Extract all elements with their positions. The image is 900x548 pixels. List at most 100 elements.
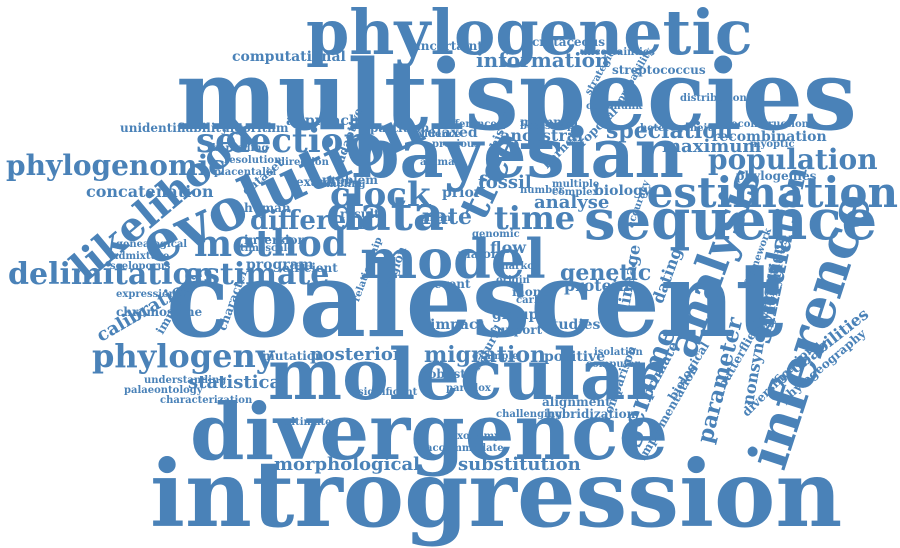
word-selection: selection bbox=[196, 121, 369, 161]
word-genetic: genetic bbox=[560, 260, 652, 286]
word-chromosome: chromosome bbox=[116, 305, 203, 319]
word-sampling: sampling bbox=[314, 179, 366, 190]
word-ancestral: ancestral bbox=[500, 126, 584, 145]
word-monte: monte bbox=[512, 285, 555, 299]
word-rate: rate bbox=[422, 204, 473, 230]
word-cretaceous: cretaceous bbox=[532, 35, 606, 49]
word-significant: significant bbox=[358, 387, 418, 398]
word-expression: expression bbox=[116, 289, 176, 300]
word-sequence: sequence bbox=[584, 187, 878, 253]
word-hybridization: hybridization bbox=[546, 407, 636, 421]
word-previous: previous bbox=[432, 139, 480, 150]
word-group: group bbox=[492, 307, 539, 323]
word-major: major bbox=[458, 247, 498, 261]
word-biology: biology bbox=[594, 183, 652, 199]
word-speciation: speciation bbox=[606, 118, 733, 144]
word-model: model bbox=[360, 227, 546, 291]
word-estimation: estimation bbox=[646, 168, 898, 217]
word-robust: robust bbox=[422, 367, 466, 381]
word-prior: prior bbox=[442, 185, 482, 201]
word-origin: origin bbox=[496, 275, 530, 286]
word-program: program bbox=[246, 257, 314, 273]
word-phylogenomic: phylogenomic bbox=[6, 149, 226, 182]
word-number: number bbox=[520, 185, 564, 196]
word-phylogenies: phylogenies bbox=[736, 169, 817, 183]
word-computer: computer bbox=[586, 359, 640, 370]
word-analyse: analyse bbox=[534, 192, 610, 213]
word-paradox: paradox bbox=[446, 383, 491, 394]
word-data: data bbox=[326, 186, 444, 242]
word-placentalia: placentalia bbox=[214, 167, 277, 178]
word-algorithm: algorithm bbox=[222, 121, 289, 135]
word-flow: flow bbox=[490, 238, 527, 257]
word-animal: animal bbox=[420, 157, 459, 168]
word-clock: clock bbox=[330, 175, 431, 215]
word-efficient: efficient bbox=[282, 261, 338, 275]
word-concatenation: concatenation bbox=[86, 182, 214, 201]
word-recombination: recombination bbox=[712, 129, 827, 145]
word-phylogenetic: phylogenetic bbox=[306, 0, 753, 69]
word-challenging: challenging bbox=[496, 409, 563, 420]
word-reconstruction: reconstruction bbox=[726, 119, 809, 130]
word-result: result bbox=[340, 207, 380, 221]
word-difference: difference bbox=[440, 119, 497, 130]
word-support: support bbox=[490, 323, 543, 337]
word-alignment: alignment bbox=[542, 395, 611, 409]
word-timescale: timescale bbox=[240, 243, 294, 254]
word-resolution: resolution bbox=[224, 155, 282, 166]
word-delimitation: delimitation bbox=[8, 257, 215, 292]
word-population: population bbox=[708, 143, 878, 176]
word-taxonomy: taxonomy bbox=[446, 431, 501, 442]
word-chain: chain bbox=[420, 213, 451, 224]
word-fossil: fossil bbox=[478, 172, 532, 193]
word-maximum: maximum bbox=[662, 136, 762, 157]
word-heterogeneity: heterogeneity bbox=[640, 123, 718, 134]
word-complex: complex bbox=[552, 187, 599, 198]
word-studies: studies bbox=[544, 317, 601, 333]
word-palaeontology: palaeontology bbox=[124, 385, 203, 396]
word-phylogeny: phylogeny bbox=[92, 337, 275, 375]
word-genomic: genomic bbox=[472, 229, 520, 240]
word-multispecies: multispecies bbox=[176, 39, 857, 152]
word-positive: positive bbox=[544, 349, 606, 365]
word-distribution: distribution bbox=[680, 93, 747, 104]
word-computational: computational bbox=[232, 49, 346, 65]
word-human: human bbox=[244, 201, 291, 215]
word-direction: direction bbox=[278, 157, 329, 168]
word-posterior: posterior bbox=[310, 344, 403, 365]
word-mutation: mutation bbox=[262, 349, 324, 363]
word-multiple: multiple bbox=[552, 179, 600, 190]
word-inversion: inversion bbox=[244, 233, 307, 247]
word-isolation: isolation bbox=[594, 347, 643, 358]
word-examine: examine bbox=[296, 175, 353, 189]
word-substitution: substitution bbox=[458, 454, 581, 475]
word-partition: partition bbox=[370, 121, 430, 135]
word-event: event bbox=[434, 277, 471, 291]
word-accommodate: accommodate bbox=[426, 443, 504, 454]
word-time: time bbox=[494, 199, 576, 237]
word-markov: markov bbox=[498, 261, 540, 272]
word-problem: problem bbox=[322, 173, 378, 187]
word-protein: protein bbox=[564, 276, 630, 295]
word-different: different bbox=[250, 206, 378, 236]
word-mammal: mammal bbox=[520, 115, 579, 129]
word-divergence: divergence bbox=[190, 387, 669, 478]
word-morphological: morphological bbox=[274, 454, 420, 475]
word-uncertainties: uncertainties bbox=[580, 47, 655, 58]
word-approach: approach bbox=[286, 113, 360, 129]
word-information: information bbox=[476, 48, 610, 72]
word-example: example bbox=[472, 351, 519, 362]
word-chipmunk: chipmunk bbox=[586, 101, 643, 112]
word-streptococcus: streptococcus bbox=[612, 63, 706, 77]
word-understanding: understanding bbox=[144, 375, 227, 386]
word-genealogical: genealogical bbox=[116, 239, 188, 250]
word-coalescent: coalescent bbox=[166, 238, 784, 361]
word-characterization: characterization bbox=[160, 395, 253, 406]
word-barcoding: barcoding bbox=[212, 143, 269, 154]
word-method: method bbox=[194, 223, 347, 265]
word-bayesian: bayesian bbox=[352, 114, 684, 194]
word-uncertainty: uncertainty bbox=[412, 39, 490, 53]
word-bootstrap: bootstrap bbox=[520, 121, 574, 132]
word-evidence: evidence bbox=[412, 129, 462, 140]
word-unidentifiability: unidentifiability bbox=[120, 121, 228, 135]
